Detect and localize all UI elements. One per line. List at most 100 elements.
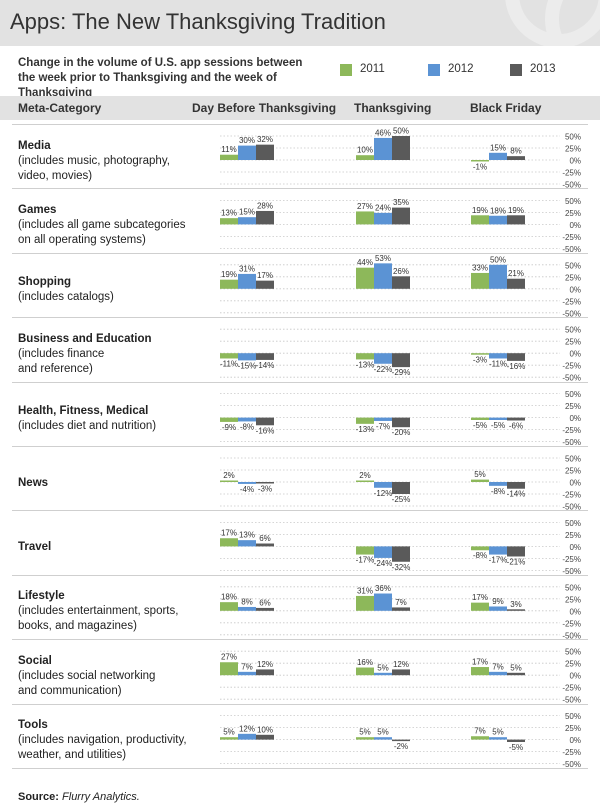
data-label: -3% [473,356,487,365]
chart-subtitle: Change in the volume of U.S. app session… [18,57,303,99]
bar [374,482,392,488]
bar [256,734,274,740]
bar [374,672,392,676]
category-label: News [18,476,188,491]
axis-tick-label: 50% [565,326,581,335]
legend-swatch [340,64,352,76]
bar [220,538,238,547]
category-name: Business and Education [18,332,152,345]
category-label: Travel [18,540,188,555]
bar [220,154,238,160]
category-name: Games [18,203,57,216]
bar [356,737,374,740]
bar [356,417,374,424]
axis-tick-label: 50% [565,261,581,270]
bar [356,595,374,611]
bar [489,737,507,740]
bar [256,543,274,547]
category-name: Media [18,139,51,152]
bar [374,137,392,160]
bar [471,736,489,740]
decorative-circle [545,0,600,46]
bar [507,672,525,676]
category-label: Media (includes music, photography, video… [18,139,188,184]
data-label: -17% [356,556,375,565]
category-description: (includes diet and nutrition) [18,419,157,432]
data-label: 12% [257,660,273,669]
axis-tick-label: -50% [562,181,581,190]
category-description: (includes all game subcategories on all … [18,218,186,246]
axis-tick-label: 50% [565,197,581,206]
bar [256,669,274,676]
bar [238,145,256,160]
data-label: -17% [489,556,508,565]
axis-tick-label: 25% [565,145,581,154]
bar [374,417,392,421]
category-description: (includes entertainment, sports, books, … [18,605,179,633]
bar [374,546,392,558]
category-description: (includes social networking and communic… [18,669,156,697]
column-header-bar: Meta-Category Day Before Thanksgiving Th… [0,96,600,120]
bar [471,667,489,676]
bar [392,136,410,160]
category-description: (includes music, photography, video, mov… [18,154,170,182]
source-note: Source: Flurry Analytics. [18,791,140,803]
bar [256,144,274,160]
data-label: -14% [256,361,275,370]
bar [238,540,256,547]
data-label: -20% [392,428,411,437]
data-label: -5% [491,421,505,430]
bar [238,482,256,484]
bar [507,215,525,225]
axis-tick-label: 50% [565,648,581,657]
source-value: Flurry Analytics. [62,791,140,803]
data-label: 30% [239,136,255,145]
bar [356,211,374,225]
row-separator [12,252,588,254]
data-label: 31% [357,586,373,595]
data-label: 10% [357,146,373,155]
data-label: 2% [359,471,371,480]
data-label: -25% [392,495,411,504]
data-label: 9% [492,597,504,606]
data-label: -12% [374,489,393,498]
data-label: -2% [394,742,408,751]
axis-tick-label: 25% [565,595,581,604]
data-label: 53% [375,254,391,263]
data-label: -3% [258,485,272,494]
axis-tick-label: -50% [562,567,581,576]
axis-tick-label: -50% [562,438,581,447]
data-label: -5% [509,743,523,752]
axis-tick-label: 50% [565,712,581,721]
axis-tick-label: 0% [569,414,581,423]
axis-tick-label: 50% [565,133,581,142]
bar [489,264,507,289]
data-label: -32% [392,563,411,572]
bar [392,353,410,368]
axis-tick-label: 25% [565,209,581,218]
category-label: Business and Education (includes finance … [18,332,188,377]
axis-tick-label: 50% [565,390,581,399]
data-label: 10% [257,725,273,734]
axis-tick-label: -25% [562,169,581,178]
bar [471,215,489,225]
row-separator [12,381,588,383]
bar [238,217,256,225]
bar [238,606,256,611]
legend-swatch [428,64,440,76]
bar [238,273,256,289]
bar [374,263,392,289]
legend-label: 2013 [530,63,556,75]
category-description: (includes finance and reference) [18,347,105,375]
data-label: 27% [221,653,237,662]
data-label: 50% [393,127,409,136]
row-separator [12,703,588,705]
data-label: 17% [257,271,273,280]
axis-tick-label: 0% [569,543,581,552]
axis-tick-label: -50% [562,503,581,512]
data-label: -16% [507,362,526,371]
data-label: 24% [375,203,391,212]
axis-tick-label: -50% [562,760,581,769]
data-label: 26% [393,267,409,276]
data-label: 8% [241,597,253,606]
